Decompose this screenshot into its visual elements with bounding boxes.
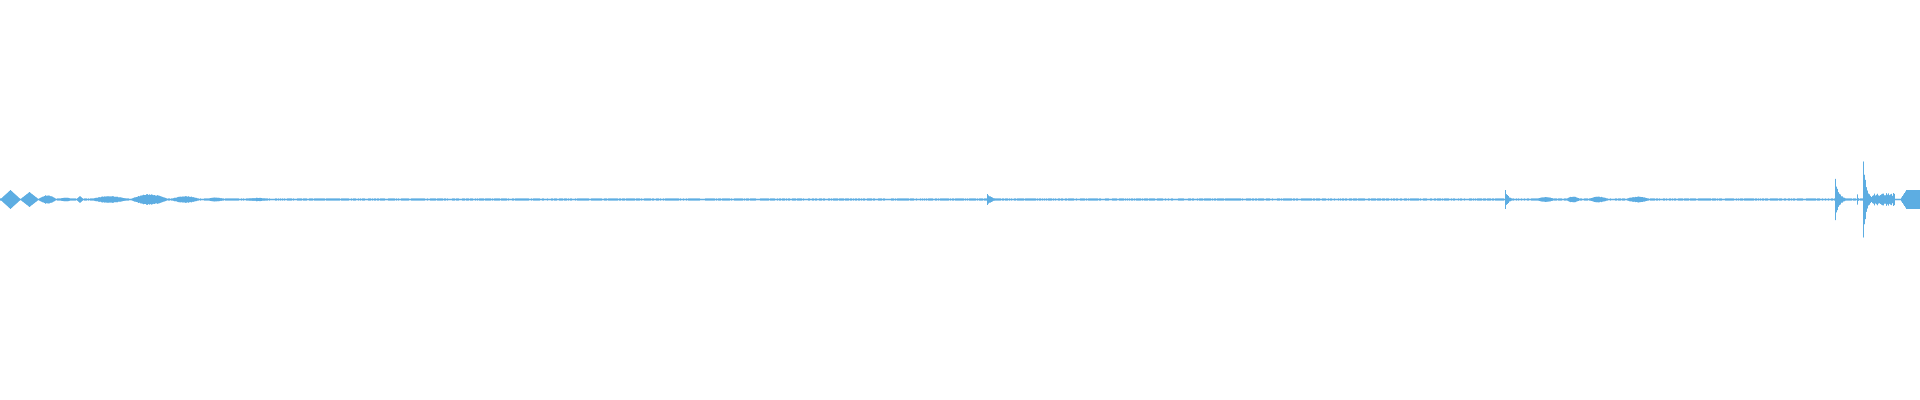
waveform-shape [0, 161, 1920, 238]
